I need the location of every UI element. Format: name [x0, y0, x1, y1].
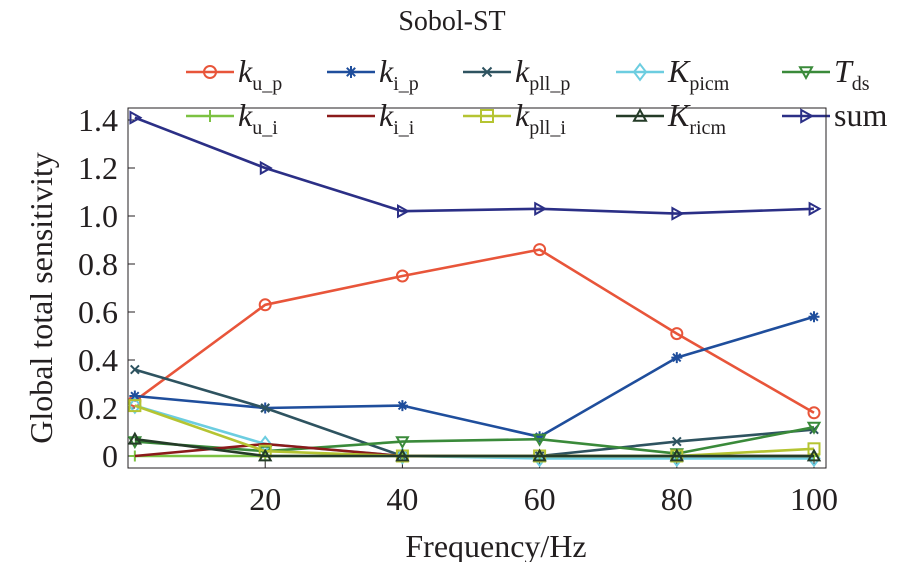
series-line [134, 116, 815, 215]
data-point-marker [534, 201, 548, 216]
legend-entry: kpll_p [463, 53, 570, 95]
legend-label: ki_p [379, 53, 419, 95]
x-axis: 20 40 60 80 100 [249, 461, 838, 517]
data-point-marker [129, 390, 141, 402]
legend-label: ku_p [238, 53, 282, 95]
x-tick-label: 80 [661, 481, 693, 517]
data-point-marker [671, 352, 683, 364]
data-point-marker [127, 431, 143, 445]
series-k-u-p [128, 243, 821, 420]
data-point-marker [806, 421, 822, 435]
legend-entry: ki_i [327, 97, 415, 139]
y-axis-label: Global total sensitivity [23, 152, 59, 444]
data-point-marker [128, 399, 142, 413]
legend-label: kpll_p [515, 53, 570, 95]
series-layer [127, 110, 822, 468]
series-line [134, 315, 815, 439]
data-point-marker [532, 448, 547, 462]
data-point-marker [670, 327, 684, 341]
data-point-marker [128, 396, 142, 415]
y-tick-label: 0.4 [78, 342, 118, 378]
legend: ku_p ki_p kpll_p Kpicm Tds ku_i ki_i kpll_i Kric… [186, 53, 887, 139]
data-point-marker [632, 62, 648, 82]
data-point-marker [669, 448, 684, 462]
series-line [134, 248, 815, 414]
x-tick-label: 60 [524, 481, 556, 517]
data-point-marker [259, 160, 273, 176]
data-point-marker [808, 201, 822, 216]
legend-entry: kpll_i [463, 97, 566, 139]
data-point-marker [129, 110, 143, 125]
legend-label: sum [834, 97, 887, 133]
data-point-marker [800, 108, 815, 124]
data-point-marker [204, 110, 216, 122]
data-point-marker [798, 66, 814, 81]
x-tick-label: 20 [249, 481, 281, 517]
series-line [134, 437, 814, 458]
data-point-marker [130, 364, 140, 375]
data-point-marker [533, 243, 547, 257]
data-point-marker [632, 107, 648, 122]
legend-label: Tds [834, 53, 870, 95]
data-point-marker [395, 447, 410, 465]
legend-label: ku_i [238, 97, 278, 139]
data-point-marker [260, 403, 271, 413]
series-k-i-p [129, 311, 820, 443]
legend-entry: Kricm [616, 97, 726, 139]
series-line [134, 404, 814, 460]
data-point-marker [258, 448, 273, 462]
y-tick-label: 1.4 [78, 102, 118, 138]
chart-title: Sobol-ST [398, 6, 505, 37]
data-point-marker [807, 442, 821, 456]
y-axis: 0 0.2 0.4 0.6 0.8 1.0 1.2 1.4 [78, 102, 135, 474]
data-point-marker [397, 204, 410, 219]
data-point-marker [395, 436, 410, 450]
data-point-marker [808, 311, 820, 323]
data-point-marker [532, 433, 547, 447]
y-tick-label: 1.0 [78, 198, 118, 234]
x-axis-label: Frequency/Hz [405, 528, 586, 562]
x-tick-label: 40 [386, 481, 418, 517]
y-tick-label: 0.6 [78, 294, 118, 330]
plot-area-frame [127, 107, 827, 469]
data-point-marker [127, 436, 143, 450]
data-point-marker [671, 436, 682, 447]
data-point-marker [480, 109, 494, 123]
legend-label: Kricm [667, 97, 726, 139]
y-tick-label: 0.8 [78, 246, 118, 282]
legend-entry: ku_i [186, 97, 278, 139]
legend-label: kpll_i [515, 97, 566, 139]
series-sum [129, 110, 822, 221]
legend-entry: Tds [782, 53, 870, 95]
y-tick-label: 0 [102, 438, 118, 474]
data-point-marker [395, 448, 410, 462]
data-point-marker [806, 448, 822, 462]
legend-entry: sum [782, 97, 887, 133]
y-tick-label: 1.2 [78, 150, 118, 186]
data-point-marker [395, 269, 409, 283]
x-tick-label: 100 [790, 481, 838, 517]
data-point-marker [671, 206, 685, 221]
series-line [134, 368, 815, 458]
legend-entry: ku_p [186, 53, 282, 95]
legend-entry: Kpicm [616, 53, 730, 95]
data-point-marker [345, 66, 357, 78]
legend-label: Kpicm [667, 53, 730, 95]
data-point-marker [396, 400, 408, 412]
legend-label: ki_i [379, 97, 415, 139]
data-point-marker [481, 66, 493, 78]
data-point-marker [203, 65, 217, 79]
data-point-marker [807, 406, 821, 420]
legend-entry: ki_p [327, 53, 419, 95]
series-k-ricm [127, 431, 822, 462]
y-tick-label: 0.2 [78, 390, 118, 426]
data-point-marker [258, 298, 272, 312]
data-point-marker [534, 431, 546, 443]
series-line [134, 425, 815, 455]
